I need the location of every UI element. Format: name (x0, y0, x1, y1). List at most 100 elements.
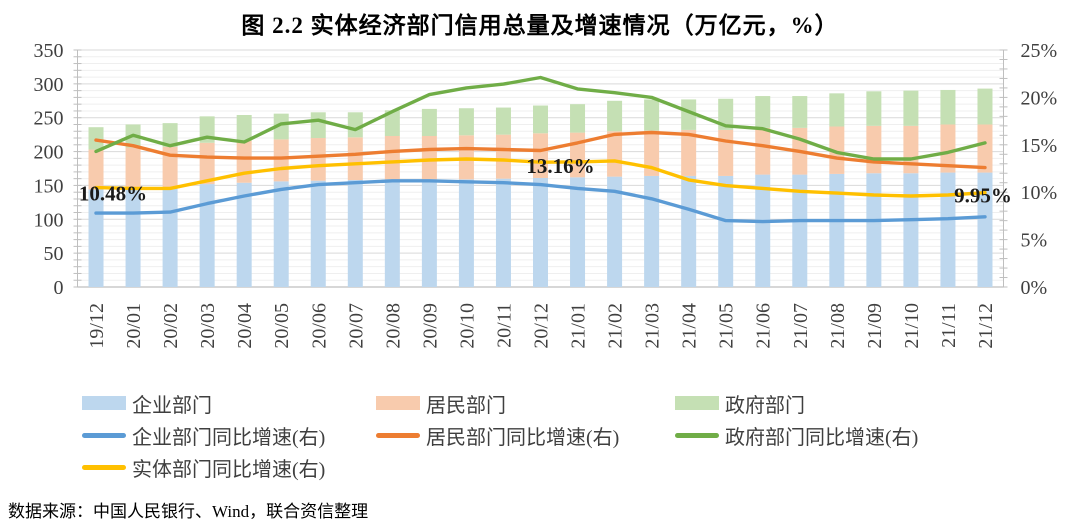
bar-segment-政府部门 (236, 115, 252, 141)
bar-segment-政府部门 (644, 99, 660, 131)
bar-segment-企业部门 (495, 178, 511, 287)
bar-segment-政府部门 (162, 123, 178, 147)
legend-item-居民部门: 居民部门 (376, 393, 506, 417)
right-axis-label: 0% (1021, 277, 1048, 299)
bar-segment-居民部门 (940, 124, 956, 173)
legend-item-实体部门同比增速(右): 实体部门同比增速(右) (82, 457, 325, 481)
bar-segment-政府部门 (310, 112, 326, 139)
bar-segment-居民部门 (977, 124, 993, 173)
bar-segment-政府部门 (681, 99, 697, 130)
bar-segment-企业部门 (607, 176, 623, 287)
bar-segment-居民部门 (125, 147, 141, 189)
line-series-实体部门同比增速(右) (94, 157, 987, 198)
left-axis-label: 150 (34, 175, 64, 197)
bar-segment-居民部门 (384, 135, 400, 180)
x-axis-label: 21/03 (642, 303, 664, 349)
bar-segment-政府部门 (940, 89, 956, 125)
bar-segment-政府部门 (792, 96, 808, 128)
bar-segment-居民部门 (273, 139, 289, 182)
left-axis-label: 250 (34, 108, 64, 130)
line-series-企业部门同比增速(右) (94, 179, 987, 224)
bar-segment-企业部门 (347, 180, 363, 287)
chart-title: 图 2.2 实体经济部门信用总量及增速情况（万亿元，%） (241, 13, 839, 38)
bar-segment-政府部门 (866, 91, 882, 126)
bar-segment-居民部门 (755, 127, 771, 175)
line-series-政府部门同比增速(右) (94, 75, 987, 161)
bar-segment-居民部门 (310, 138, 326, 181)
bar-segment-政府部门 (977, 88, 993, 125)
bar-segment-政府部门 (903, 90, 919, 126)
bar-segment-企业部门 (162, 187, 178, 287)
bar-segment-政府部门 (718, 98, 734, 130)
bar-segment-企业部门 (236, 182, 252, 287)
legend-label: 居民部门 (426, 394, 506, 417)
x-axis-label: 20/05 (271, 303, 293, 349)
bar-segment-企业部门 (718, 175, 734, 287)
x-axis-label: 20/12 (531, 303, 553, 349)
bar-segment-居民部门 (533, 133, 548, 178)
annotation-9.95%: 9.95% (954, 184, 1012, 208)
bar-segment-居民部门 (495, 134, 511, 179)
x-axis-label: 20/09 (419, 303, 441, 349)
right-axis-label: 25% (1021, 40, 1058, 62)
bar-segment-居民部门 (866, 125, 882, 174)
x-axis-label: 21/10 (901, 303, 923, 349)
left-axis-label: 350 (34, 40, 64, 62)
bar-segment-居民部门 (681, 129, 697, 176)
bar-segment-企业部门 (533, 177, 548, 287)
legend-label: 居民部门同比增速(右) (426, 426, 620, 449)
line-series-居民部门同比增速(右) (94, 130, 987, 170)
bar-segment-企业部门 (199, 184, 215, 287)
legend-item-政府部门同比增速(右): 政府部门同比增速(右) (675, 425, 918, 449)
x-axis-label: 20/07 (345, 303, 367, 349)
x-axis-label: 20/11 (493, 303, 515, 348)
right-axis-label: 15% (1021, 135, 1058, 157)
x-axis-label: 21/01 (568, 303, 590, 349)
x-axis-label: 20/01 (123, 303, 145, 349)
bar-segment-企业部门 (866, 173, 882, 287)
bar-segment-企业部门 (792, 174, 808, 287)
bar-segment-企业部门 (421, 179, 437, 287)
bar-segment-政府部门 (88, 127, 104, 150)
legend-line-swatch-居民部门同比增速(右) (376, 432, 420, 438)
legend-line-swatch-实体部门同比增速(右) (82, 464, 126, 470)
bar-segment-政府部门 (384, 110, 400, 136)
x-axis-label: 21/11 (938, 303, 960, 348)
bar-segment-居民部门 (421, 135, 437, 180)
x-axis-label: 20/04 (234, 303, 256, 349)
legend-label: 实体部门同比增速(右) (132, 458, 326, 481)
x-axis-label: 20/06 (308, 303, 330, 349)
x-axis-label: 20/08 (382, 303, 404, 349)
bar-segment-居民部门 (347, 137, 363, 181)
annotation-13.16%: 13.16% (526, 154, 594, 178)
x-axis-label: 20/03 (197, 303, 219, 349)
bar-segment-政府部门 (755, 96, 771, 128)
legend-bar-swatch-企业部门 (82, 396, 126, 410)
bar-segment-企业部门 (273, 181, 289, 287)
legend-line-swatch-政府部门同比增速(右) (675, 432, 719, 438)
bar-segment-企业部门 (977, 172, 993, 287)
bar-segment-居民部门 (88, 149, 104, 190)
x-axis-label: 21/06 (753, 303, 775, 349)
right-axis-label: 20% (1021, 87, 1058, 109)
x-axis-label: 21/04 (679, 303, 701, 349)
legend-line-swatch-企业部门同比增速(右) (82, 432, 126, 438)
left-axis-label: 100 (34, 209, 64, 231)
legend-bar-swatch-政府部门 (675, 396, 719, 410)
bar-segment-政府部门 (458, 108, 474, 136)
bar-segment-居民部门 (236, 140, 252, 183)
legend-bar-swatch-居民部门 (376, 396, 420, 410)
legend-item-企业部门同比增速(右): 企业部门同比增速(右) (82, 425, 325, 449)
bar-segment-政府部门 (273, 113, 289, 140)
data-source-note: 数据来源：中国人民银行、Wind，联合资信整理 (8, 502, 369, 521)
bar-segment-企业部门 (903, 173, 919, 287)
bar-segment-政府部门 (570, 104, 586, 133)
bar-segment-政府部门 (421, 108, 437, 136)
right-axis-label: 5% (1021, 230, 1048, 252)
bar-segment-居民部门 (718, 129, 734, 176)
bar-segment-企业部门 (570, 177, 586, 287)
right-axis-label: 10% (1021, 182, 1058, 204)
annotation-10.48%: 10.48% (79, 182, 147, 206)
bar-segment-企业部门 (755, 174, 771, 287)
